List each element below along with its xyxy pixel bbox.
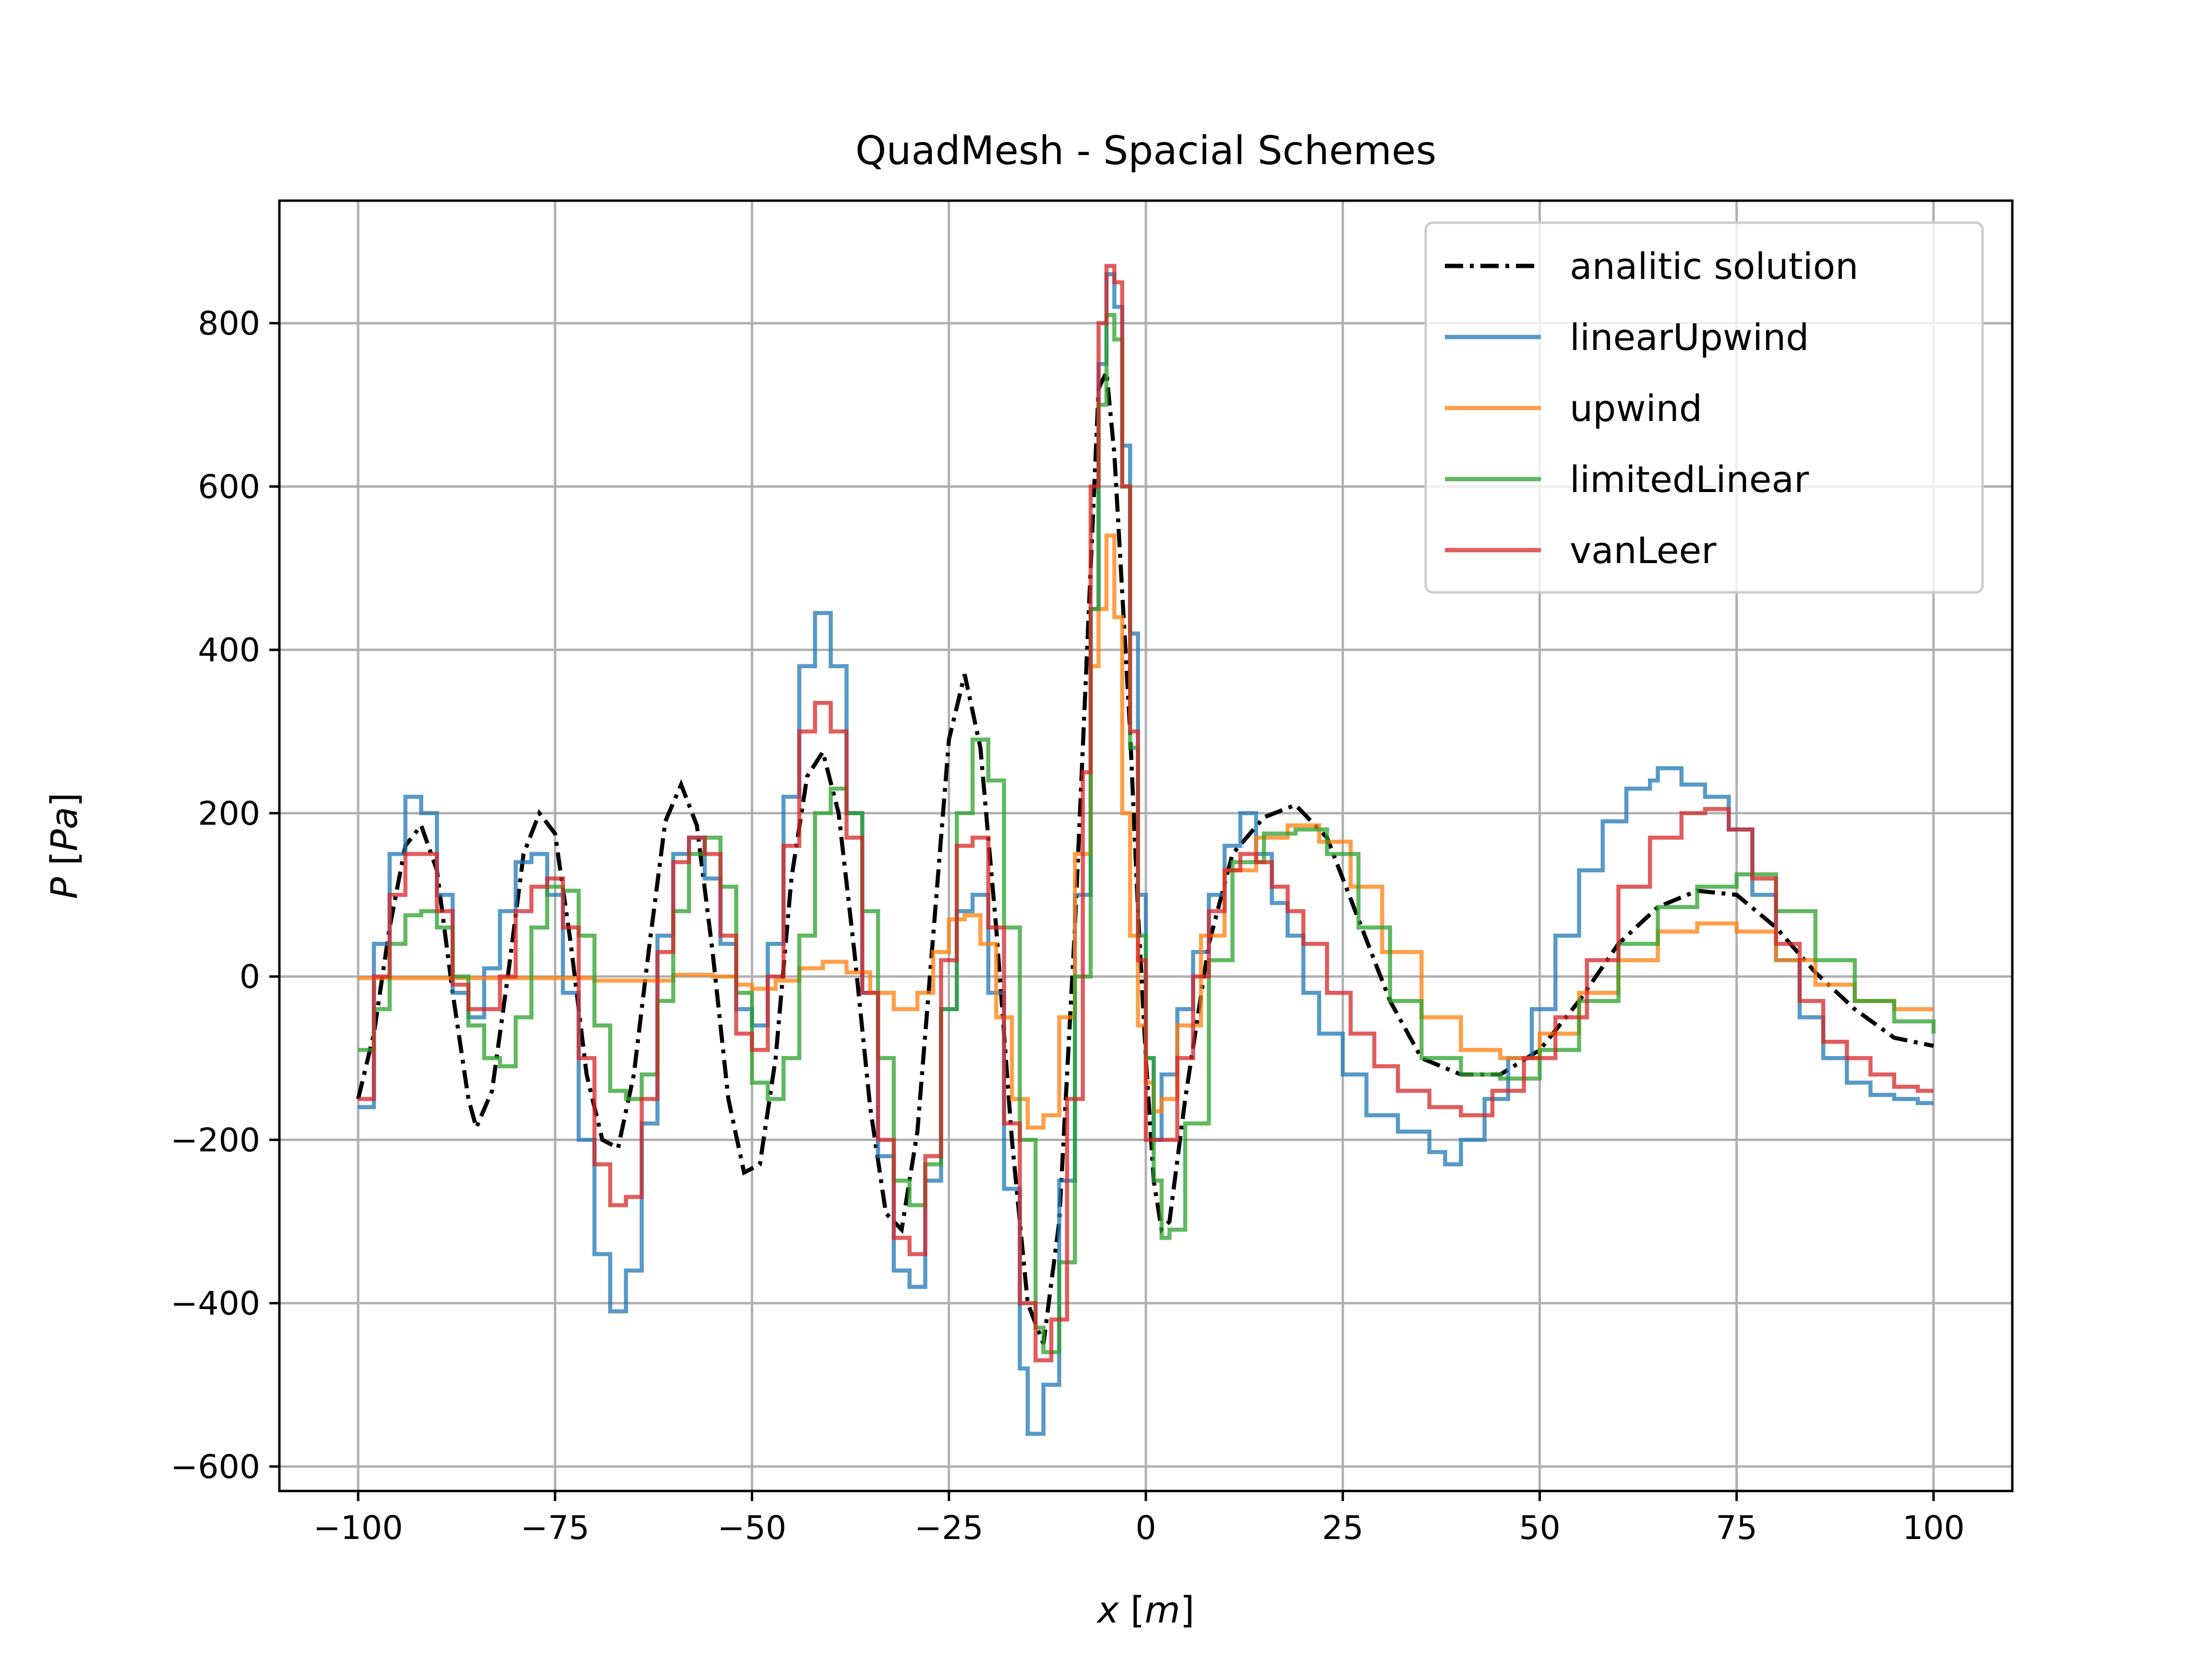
plot-series: [356, 264, 1936, 1436]
x-tick-label: 0: [1135, 1509, 1156, 1547]
y-tick-label: −200: [170, 1121, 260, 1159]
y-tick-label: 600: [198, 468, 260, 506]
legend: analitic solution linearUpwind upwind limit…: [1424, 221, 1984, 594]
x-tick-label: −25: [914, 1509, 984, 1547]
x-tick-label: 75: [1716, 1509, 1757, 1547]
x-axis-ticks: −100 −75 −50 −25 0 25 50 75 100: [313, 1491, 1965, 1547]
y-tick-label: −400: [170, 1285, 260, 1323]
y-tick-label: −600: [170, 1448, 260, 1486]
legend-label: vanLeer: [1570, 529, 1717, 572]
y-tick-label: 400: [198, 632, 260, 670]
y-axis-label: P [Pa]: [43, 793, 85, 899]
y-tick-label: 800: [198, 305, 260, 343]
x-tick-label: 25: [1322, 1509, 1364, 1547]
legend-label: analitic solution: [1570, 245, 1858, 288]
series-line-4: [358, 313, 1936, 1355]
y-axis-ticks: −600 −400 −200 0 200 400 600 800: [170, 305, 279, 1486]
legend-label: linearUpwind: [1570, 316, 1809, 359]
x-axis-label: x [m]: [1096, 1588, 1195, 1631]
legend-label: upwind: [1570, 387, 1702, 430]
y-tick-label: 200: [198, 795, 260, 833]
x-tick-label: −75: [521, 1509, 590, 1547]
y-tick-label: 0: [240, 958, 260, 996]
x-tick-label: −100: [313, 1509, 403, 1547]
series-line-5: [358, 264, 1934, 1363]
series-line-3: [358, 533, 1934, 1130]
chart-title: QuadMesh - Spacial Schemes: [855, 128, 1436, 174]
x-tick-label: 100: [1902, 1509, 1965, 1547]
legend-label: limitedLinear: [1570, 458, 1809, 501]
series-line-1: [356, 364, 1934, 1345]
x-tick-label: −50: [718, 1509, 787, 1547]
legend-box: [1424, 221, 1984, 594]
x-tick-label: 50: [1519, 1509, 1561, 1547]
